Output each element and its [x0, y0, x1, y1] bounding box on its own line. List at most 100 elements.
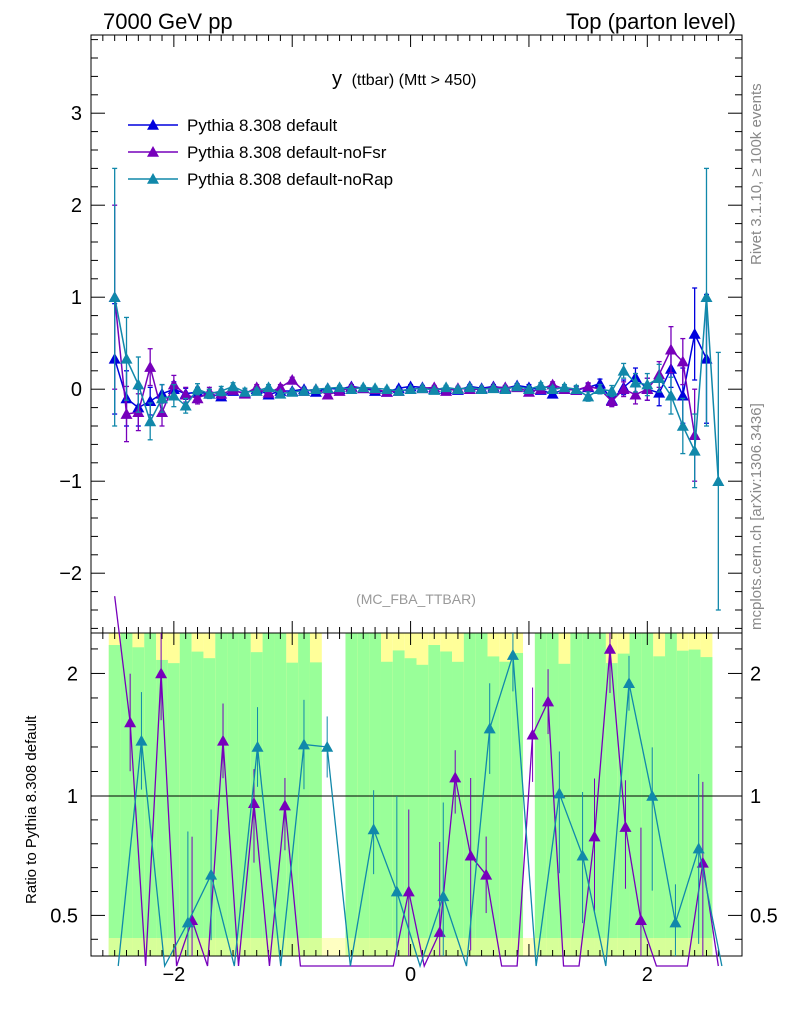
- data-point: [664, 343, 677, 355]
- green-band: [416, 664, 429, 956]
- data-point: [653, 372, 666, 383]
- green-band: [570, 633, 583, 956]
- green-band: [546, 633, 559, 956]
- data-point: [676, 420, 689, 431]
- data-point: [191, 392, 204, 404]
- series-line: [113, 297, 720, 482]
- ratio-y-tick-label: 1: [67, 786, 78, 808]
- chart-title: y (ttbar) (Mtt > 450): [332, 68, 476, 90]
- green-band: [582, 633, 595, 956]
- data-point: [298, 385, 311, 396]
- data-point: [179, 388, 192, 400]
- legend-label: Pythia 8.308 default-noFsr: [187, 143, 387, 162]
- data-point: [286, 385, 299, 397]
- data-point: [227, 380, 240, 392]
- rivet-label: Rivet 3.1.10, ≥ 100k events: [748, 83, 765, 265]
- chart-title-sub: (ttbar) (Mtt > 450): [352, 72, 477, 89]
- green-band: [676, 650, 689, 956]
- y-tick-label: −1: [59, 471, 82, 493]
- y-tick-label: 0: [71, 379, 82, 401]
- data-point: [262, 381, 275, 393]
- data-point: [634, 914, 647, 925]
- data-point: [416, 382, 429, 394]
- ratio-uncertainty-bands: [108, 633, 713, 956]
- data-point: [522, 383, 535, 394]
- data-point: [451, 383, 464, 394]
- data-point: [542, 695, 555, 707]
- data-point: [380, 383, 393, 394]
- data-point: [135, 734, 148, 746]
- green-band: [688, 649, 701, 956]
- ratio-y-tick-label: 0.5: [50, 905, 78, 927]
- green-band: [534, 633, 547, 956]
- data-point: [629, 376, 642, 388]
- data-point: [582, 390, 595, 402]
- data-point: [712, 475, 725, 486]
- data-point: [437, 890, 450, 902]
- data-point: [617, 364, 630, 376]
- ratio-y-tick-label: 2: [67, 663, 78, 685]
- data-point: [147, 173, 159, 184]
- data-point: [147, 146, 159, 157]
- watermark: (MC_FBA_TTBAR): [356, 591, 476, 607]
- green-band: [191, 651, 204, 956]
- green-band: [404, 658, 417, 956]
- data-point: [433, 926, 446, 937]
- data-point: [108, 291, 121, 302]
- data-point: [688, 444, 701, 456]
- green-band: [487, 656, 500, 956]
- data-point: [251, 740, 264, 752]
- data-point: [144, 415, 157, 427]
- green-band: [132, 647, 145, 956]
- data-point: [333, 381, 346, 393]
- data-point: [321, 388, 334, 400]
- green-band: [309, 662, 322, 956]
- data-point: [499, 383, 512, 394]
- data-point: [641, 378, 654, 390]
- data-point: [676, 355, 689, 367]
- legend-label: Pythia 8.308 default-noRap: [187, 170, 393, 189]
- data-point: [367, 823, 380, 835]
- data-point: [147, 119, 159, 130]
- data-point: [217, 734, 230, 746]
- data-point: [629, 388, 642, 400]
- green-band: [345, 633, 358, 956]
- data-point: [262, 386, 275, 398]
- data-point: [179, 399, 192, 411]
- data-point: [619, 821, 632, 832]
- header-left: 7000 GeV pp: [103, 9, 233, 34]
- data-point: [588, 830, 601, 842]
- data-point: [238, 385, 251, 397]
- green-band: [463, 633, 476, 956]
- data-point: [688, 328, 701, 339]
- data-point: [506, 649, 519, 660]
- green-band: [215, 633, 228, 956]
- data-point: [546, 383, 559, 394]
- main-series: [108, 167, 725, 611]
- data-point: [144, 395, 157, 406]
- ratio-line: [117, 654, 723, 969]
- data-point: [278, 799, 291, 811]
- data-point: [475, 383, 488, 394]
- data-point: [623, 677, 636, 689]
- data-point: [605, 395, 618, 406]
- data-point: [553, 787, 566, 799]
- data-point: [345, 383, 358, 394]
- data-point: [617, 383, 630, 394]
- data-point: [250, 385, 263, 396]
- main-plot: −2 −1 0 1 2 3: [59, 34, 743, 634]
- legend-label: Pythia 8.308 default: [187, 116, 338, 135]
- data-point: [215, 385, 228, 396]
- data-point: [120, 352, 133, 364]
- y-tick-label: −2: [59, 563, 82, 585]
- green-band: [440, 651, 453, 956]
- data-point: [390, 885, 403, 897]
- green-band: [108, 645, 121, 956]
- data-point: [357, 381, 370, 393]
- data-point: [558, 381, 571, 393]
- ratio-y-tick-label: 2: [750, 663, 761, 685]
- green-band: [558, 663, 571, 956]
- data-point: [463, 381, 476, 393]
- data-point: [286, 374, 299, 385]
- data-point: [570, 383, 583, 394]
